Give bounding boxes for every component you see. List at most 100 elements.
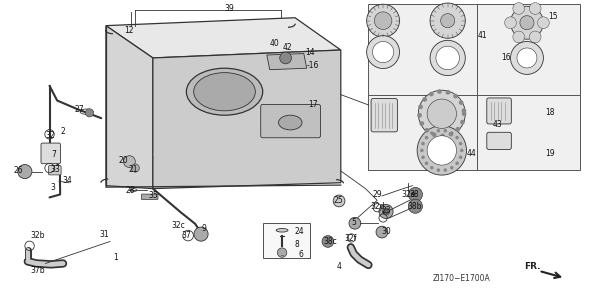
Circle shape	[529, 3, 541, 14]
Text: FR.: FR.	[525, 262, 541, 271]
Circle shape	[429, 92, 434, 96]
Bar	[368, 4, 477, 95]
Text: 32b: 32b	[31, 231, 45, 240]
Circle shape	[520, 16, 534, 30]
Circle shape	[459, 142, 463, 145]
Ellipse shape	[194, 73, 255, 111]
Text: 31: 31	[99, 230, 109, 239]
Circle shape	[425, 161, 428, 165]
Circle shape	[455, 136, 459, 139]
Circle shape	[418, 104, 423, 109]
Circle shape	[444, 168, 447, 172]
Bar	[368, 95, 477, 170]
Text: 2: 2	[61, 127, 65, 136]
Text: eReplacementParts.com: eReplacementParts.com	[152, 147, 297, 160]
Circle shape	[374, 12, 392, 30]
FancyBboxPatch shape	[142, 194, 158, 200]
Circle shape	[445, 90, 450, 95]
Text: 30: 30	[381, 227, 391, 236]
Text: 26: 26	[13, 166, 22, 176]
Circle shape	[379, 204, 393, 219]
FancyBboxPatch shape	[261, 104, 320, 138]
Text: 38c: 38c	[323, 237, 337, 246]
Circle shape	[18, 165, 32, 179]
Circle shape	[513, 3, 525, 14]
Text: 39: 39	[224, 4, 234, 12]
Text: 41: 41	[478, 32, 488, 40]
Circle shape	[382, 208, 389, 215]
FancyBboxPatch shape	[487, 98, 512, 124]
Circle shape	[430, 131, 434, 135]
Text: 1: 1	[113, 253, 118, 262]
Circle shape	[408, 187, 422, 201]
Circle shape	[537, 17, 549, 29]
Circle shape	[421, 155, 425, 159]
Text: 32c: 32c	[172, 221, 186, 230]
Circle shape	[444, 129, 447, 132]
Circle shape	[460, 149, 464, 152]
Circle shape	[349, 217, 360, 229]
Circle shape	[462, 112, 467, 116]
Text: 24: 24	[294, 227, 304, 236]
Circle shape	[425, 136, 428, 139]
Circle shape	[131, 164, 139, 172]
Text: 42: 42	[283, 43, 292, 52]
Text: 8: 8	[294, 240, 299, 249]
Circle shape	[430, 40, 466, 76]
Circle shape	[430, 3, 466, 38]
Circle shape	[417, 126, 467, 175]
Text: 34: 34	[63, 176, 73, 185]
Text: 19: 19	[546, 149, 555, 158]
FancyBboxPatch shape	[41, 143, 60, 164]
Bar	[477, 4, 580, 95]
Ellipse shape	[186, 68, 263, 115]
FancyBboxPatch shape	[371, 99, 398, 132]
Circle shape	[455, 127, 460, 132]
Circle shape	[437, 89, 442, 94]
FancyBboxPatch shape	[487, 132, 512, 150]
Circle shape	[455, 161, 459, 165]
Circle shape	[333, 195, 345, 207]
FancyBboxPatch shape	[48, 165, 61, 175]
Circle shape	[376, 226, 388, 238]
Text: -16: -16	[306, 61, 319, 70]
Circle shape	[461, 108, 466, 113]
Text: 14: 14	[305, 47, 314, 57]
Text: 38: 38	[409, 190, 419, 199]
Text: 9: 9	[202, 224, 206, 233]
Circle shape	[450, 131, 454, 135]
Text: ZI170−E1700A: ZI170−E1700A	[433, 274, 491, 283]
Circle shape	[280, 52, 291, 64]
Text: 32d: 32d	[370, 202, 385, 211]
Polygon shape	[106, 18, 341, 58]
Bar	[477, 95, 580, 170]
Text: 37b: 37b	[31, 266, 45, 275]
Circle shape	[510, 6, 543, 39]
Circle shape	[453, 94, 458, 99]
Text: 32f: 32f	[345, 234, 357, 243]
Circle shape	[421, 142, 425, 145]
Text: 15: 15	[549, 12, 558, 21]
Circle shape	[504, 17, 516, 29]
Text: 40: 40	[270, 39, 279, 48]
Text: 23: 23	[381, 206, 391, 215]
Circle shape	[529, 31, 541, 43]
Text: 3: 3	[50, 183, 55, 192]
Circle shape	[422, 97, 427, 102]
Text: 20: 20	[119, 156, 129, 165]
Circle shape	[366, 36, 399, 68]
Circle shape	[277, 248, 287, 257]
Circle shape	[419, 121, 424, 126]
Text: 33: 33	[51, 165, 60, 174]
Circle shape	[432, 132, 437, 137]
Text: 17: 17	[308, 100, 317, 109]
Circle shape	[420, 149, 424, 152]
Circle shape	[441, 14, 455, 28]
Circle shape	[427, 136, 457, 165]
Text: 5: 5	[351, 218, 356, 227]
Circle shape	[194, 227, 208, 241]
Text: 32e: 32e	[401, 190, 415, 199]
Text: 4: 4	[337, 262, 342, 271]
Text: 38b: 38b	[407, 202, 421, 211]
Circle shape	[437, 168, 440, 172]
